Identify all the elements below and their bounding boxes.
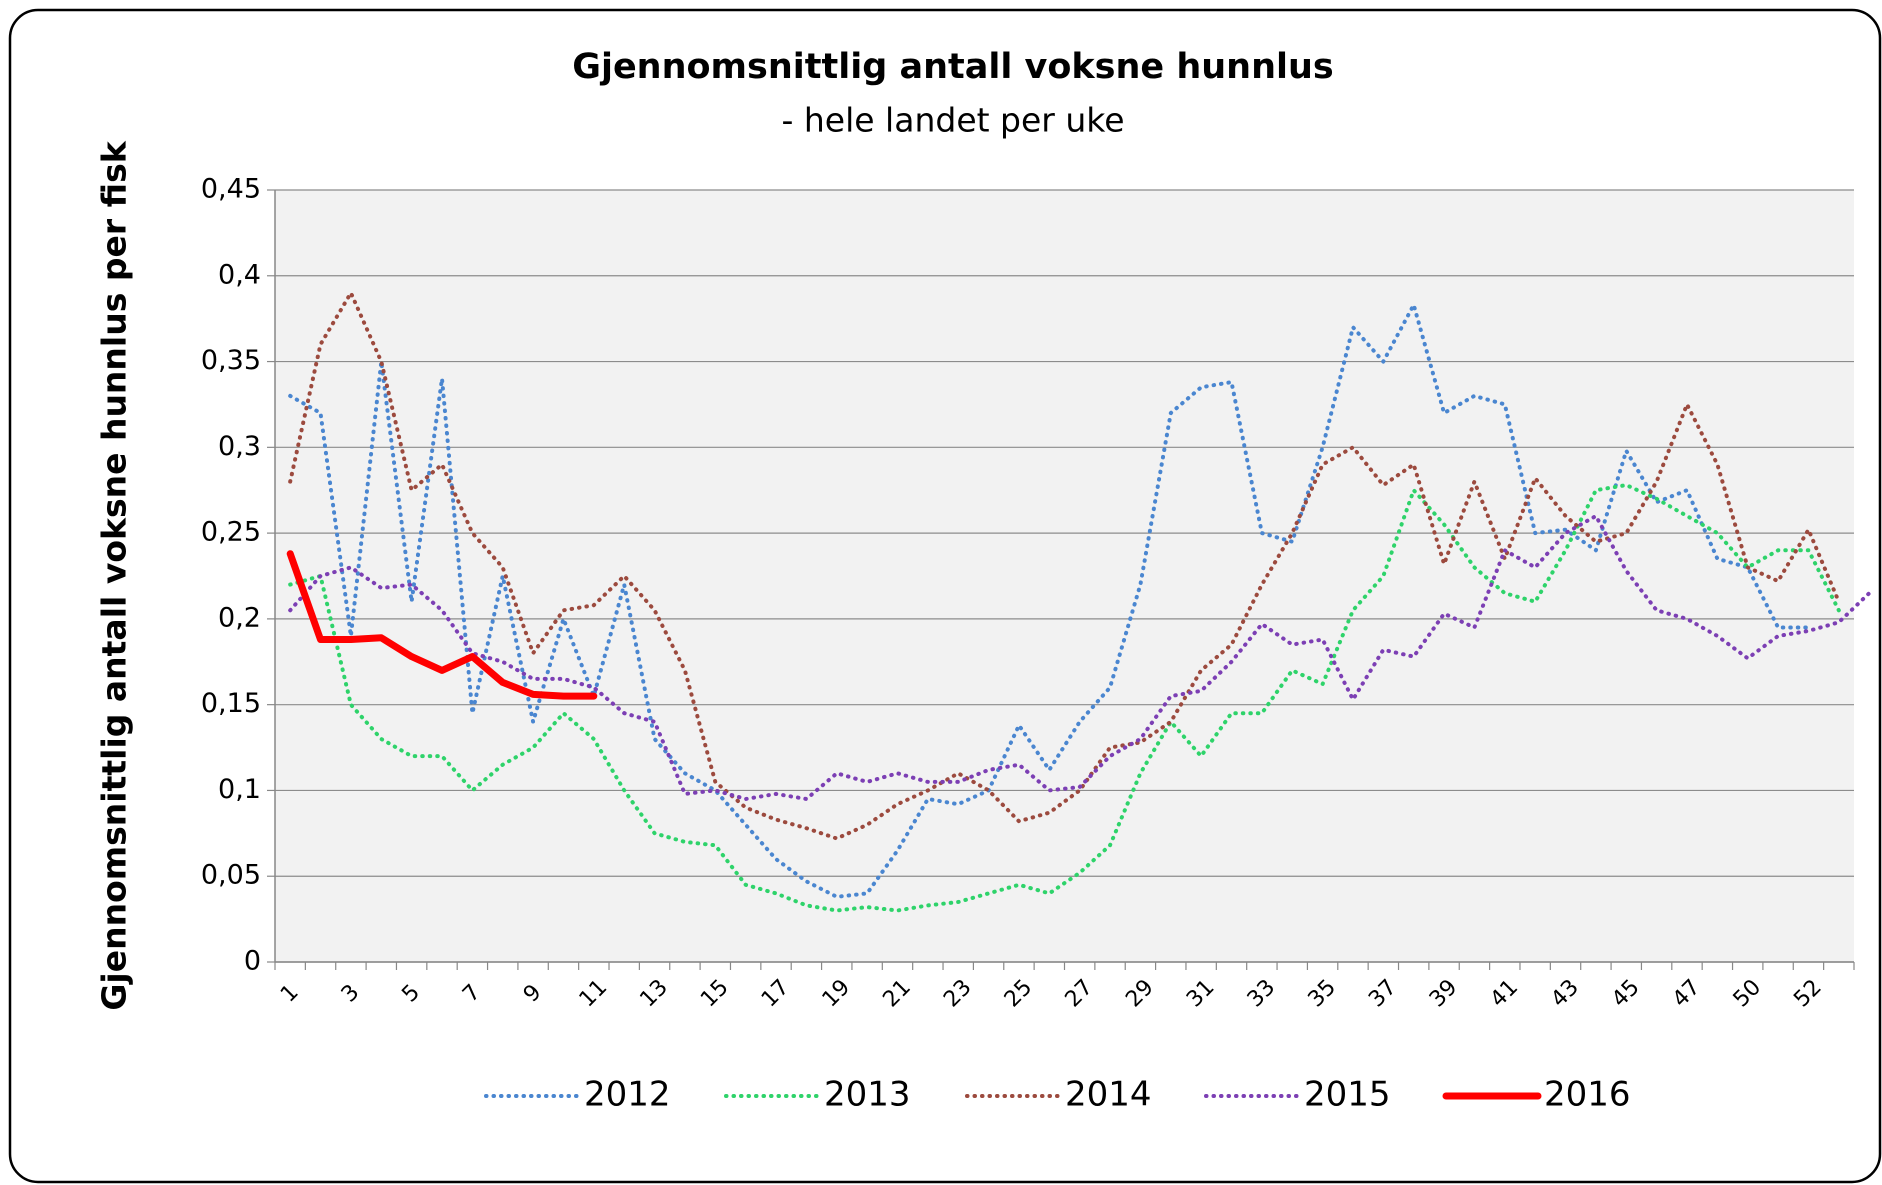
y-tick-label: 0,45: [201, 174, 261, 205]
y-tick-label: 0,25: [201, 517, 261, 548]
series-line: [286, 550, 598, 700]
legend-label: 2013: [824, 1075, 911, 1115]
legend-label: 2015: [1304, 1075, 1391, 1115]
legend-label: 2016: [1544, 1075, 1631, 1115]
y-tick-label: 0: [244, 946, 261, 977]
y-tick-label: 0,1: [218, 774, 261, 805]
y-tick-label: 0,2: [218, 602, 261, 633]
y-axis-label: Gjennomsnittlig antall voksne hunnlus pe…: [95, 140, 134, 1010]
y-tick-label: 0,15: [201, 688, 261, 719]
legend-label: 2012: [584, 1075, 671, 1115]
series-line: [288, 514, 1872, 801]
y-tick-label: 0,05: [201, 860, 261, 891]
series-line: [288, 302, 1811, 899]
y-tick-label: 0,3: [218, 431, 261, 462]
y-tick-label: 0,35: [201, 345, 261, 376]
series-line: [288, 483, 1841, 913]
chart-title: Gjennomsnittlig antall voksne hunnlus: [572, 47, 1334, 87]
plot-area: [275, 190, 1854, 962]
legend-label: 2014: [1065, 1075, 1152, 1115]
series-line: [288, 290, 1841, 841]
y-tick-label: 0,4: [218, 259, 261, 290]
chart-subtitle: - hele landet per uke: [781, 101, 1124, 140]
